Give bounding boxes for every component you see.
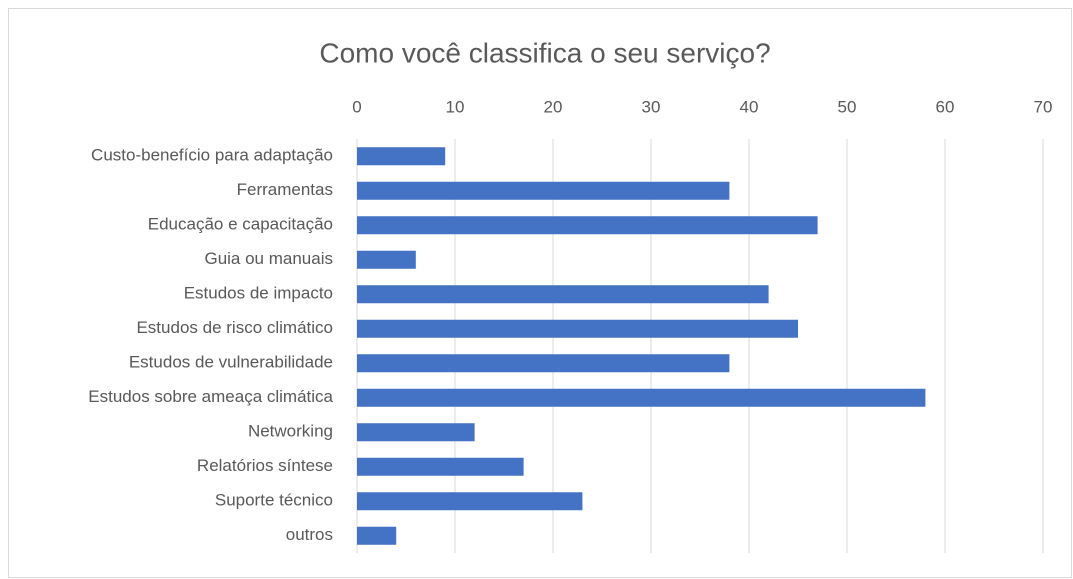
y-tick-label: outros <box>286 525 333 544</box>
chart-title: Como você classifica o seu serviço? <box>319 37 770 68</box>
x-tick-label: 60 <box>936 97 955 116</box>
bar <box>357 147 446 166</box>
y-tick-label: Estudos sobre ameaça climática <box>88 387 333 406</box>
bar <box>357 250 416 269</box>
y-tick-label: Relatórios síntese <box>197 456 333 475</box>
bar <box>357 526 397 545</box>
bar <box>357 423 475 442</box>
y-tick-label: Estudos de vulnerabilidade <box>129 353 333 372</box>
bar <box>357 319 798 338</box>
x-tick-label: 20 <box>544 97 563 116</box>
bar <box>357 181 730 200</box>
bar <box>357 354 730 373</box>
y-tick-label: Suporte técnico <box>215 491 333 510</box>
bar <box>357 457 524 476</box>
x-tick-label: 10 <box>446 97 465 116</box>
x-tick-label: 30 <box>642 97 661 116</box>
bar <box>357 388 926 407</box>
bar <box>357 492 583 511</box>
x-tick-label: 0 <box>352 97 361 116</box>
y-tick-label: Networking <box>248 422 333 441</box>
y-tick-label: Ferramentas <box>237 180 333 199</box>
x-tick-label: 70 <box>1034 97 1053 116</box>
y-tick-label: Custo-benefício para adaptação <box>91 146 333 165</box>
y-tick-label: Educação e capacitação <box>148 215 333 234</box>
x-tick-label: 40 <box>740 97 759 116</box>
bar <box>357 285 769 304</box>
y-tick-label: Guia ou manuais <box>204 249 333 268</box>
bar <box>357 216 818 235</box>
y-tick-label: Estudos de risco climático <box>136 318 333 337</box>
y-tick-label: Estudos de impacto <box>184 284 333 303</box>
x-tick-label: 50 <box>838 97 857 116</box>
